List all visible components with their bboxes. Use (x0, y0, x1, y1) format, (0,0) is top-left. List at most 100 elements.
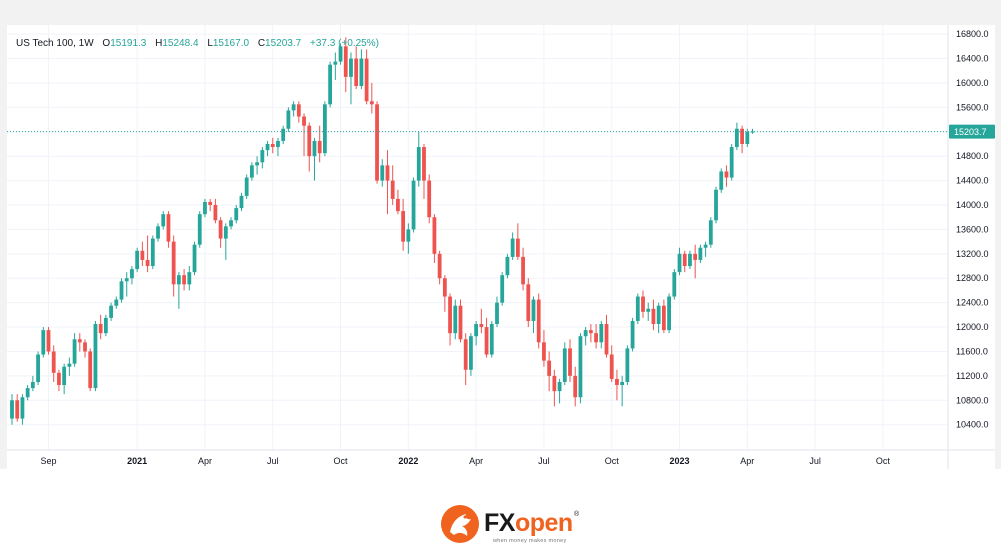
candle-body (25, 388, 30, 398)
candle (646, 302, 651, 321)
candle-body (656, 305, 661, 325)
candlestick-chart[interactable]: 10400.0 10800.0 11200.0 11600.0 12000.0 12400… (7, 25, 995, 469)
candle (453, 299, 458, 340)
candle-body (276, 140, 280, 148)
candle-body (667, 296, 671, 331)
candle-body (411, 180, 416, 230)
candle (385, 150, 390, 215)
candle-body (150, 238, 155, 267)
y-tick-label: 11600.0 (956, 346, 988, 356)
candle-body (203, 201, 207, 215)
candle (416, 131, 421, 187)
y-axis[interactable]: 10400.0 10800.0 11200.0 11600.0 12000.0 12400… (947, 25, 989, 469)
candle (594, 324, 598, 349)
candle-body (661, 305, 666, 331)
high-label: H (155, 38, 163, 49)
candle (109, 302, 113, 321)
candle (698, 244, 703, 263)
candle (328, 61, 333, 108)
candle-body (750, 131, 755, 133)
candle (161, 211, 166, 230)
candle (411, 177, 416, 233)
candle (620, 375, 625, 407)
x-tick-label: 2022 (398, 456, 418, 466)
y-tick-label: 10800.0 (956, 395, 989, 405)
candle (630, 317, 635, 352)
candle (88, 348, 93, 392)
x-tick-label: Oct (605, 456, 620, 466)
candle-body (20, 397, 25, 419)
candle-body (510, 238, 515, 257)
candle (166, 211, 171, 248)
candle-body (708, 220, 713, 245)
candle-body (114, 299, 119, 306)
candle (286, 107, 291, 132)
candle-body (213, 205, 218, 221)
candle (338, 43, 343, 65)
candle-body (77, 339, 82, 343)
candle-body (349, 58, 353, 77)
candle (510, 232, 515, 260)
candle-body (703, 244, 708, 248)
candle (396, 189, 400, 215)
candle (458, 299, 463, 343)
footer: FXopen ® when money makes money (0, 469, 1001, 551)
candle-body (229, 220, 233, 227)
candle (93, 320, 98, 392)
candle (145, 235, 150, 273)
candle (197, 211, 202, 248)
candle-body (171, 241, 176, 285)
candle-body (176, 275, 181, 285)
candle (714, 186, 718, 224)
candle-body (109, 305, 113, 318)
candle (568, 339, 572, 382)
candle-body (635, 296, 640, 321)
candle-body (453, 305, 458, 334)
candle (354, 46, 359, 90)
candle (182, 269, 186, 291)
low-value: 15167.0 (212, 38, 250, 49)
candle (515, 223, 520, 260)
candle-body (67, 363, 72, 367)
candle (677, 247, 682, 276)
candle (25, 385, 30, 401)
candle (380, 159, 385, 187)
candle (302, 113, 306, 157)
close-label: C (257, 38, 266, 49)
candle-body (88, 351, 93, 389)
candle-body (442, 278, 447, 297)
candle (505, 253, 510, 279)
fxopen-logo-icon (441, 505, 479, 543)
candle (375, 101, 379, 184)
candle (708, 217, 713, 248)
candle-body (547, 360, 552, 376)
candle-body (291, 104, 296, 111)
x-tick-label: Jul (809, 456, 821, 466)
candle (124, 272, 129, 297)
candle (249, 162, 254, 181)
candle-body (437, 253, 442, 279)
candle-body (448, 296, 452, 334)
candle (72, 333, 77, 367)
candle (474, 320, 479, 346)
x-tick-label: Apr (740, 456, 754, 466)
candle (36, 351, 40, 386)
candle (114, 296, 119, 309)
candle-body (328, 64, 333, 105)
chart-panel[interactable]: 10400.0 10800.0 11200.0 11600.0 12000.0 12400… (7, 25, 995, 469)
candle (750, 128, 755, 134)
y-tick-label: 16400.0 (956, 54, 989, 64)
grid-lines (7, 25, 948, 450)
x-axis[interactable]: Sep 2021 Apr Jul Oct 2022 Apr Jul Oct 2023 Apr Jul O… (7, 449, 995, 466)
candle (270, 137, 275, 154)
candle-body (557, 381, 562, 392)
candle (208, 198, 213, 212)
candle-body (521, 256, 525, 285)
y-tick-label: 12800.0 (956, 273, 989, 283)
registered-mark: ® (574, 511, 580, 518)
candle-body (625, 348, 630, 382)
brand-wordmark: FXopen (484, 509, 573, 538)
candle-body (364, 58, 369, 102)
candle-body (604, 324, 609, 355)
candle (422, 143, 426, 199)
